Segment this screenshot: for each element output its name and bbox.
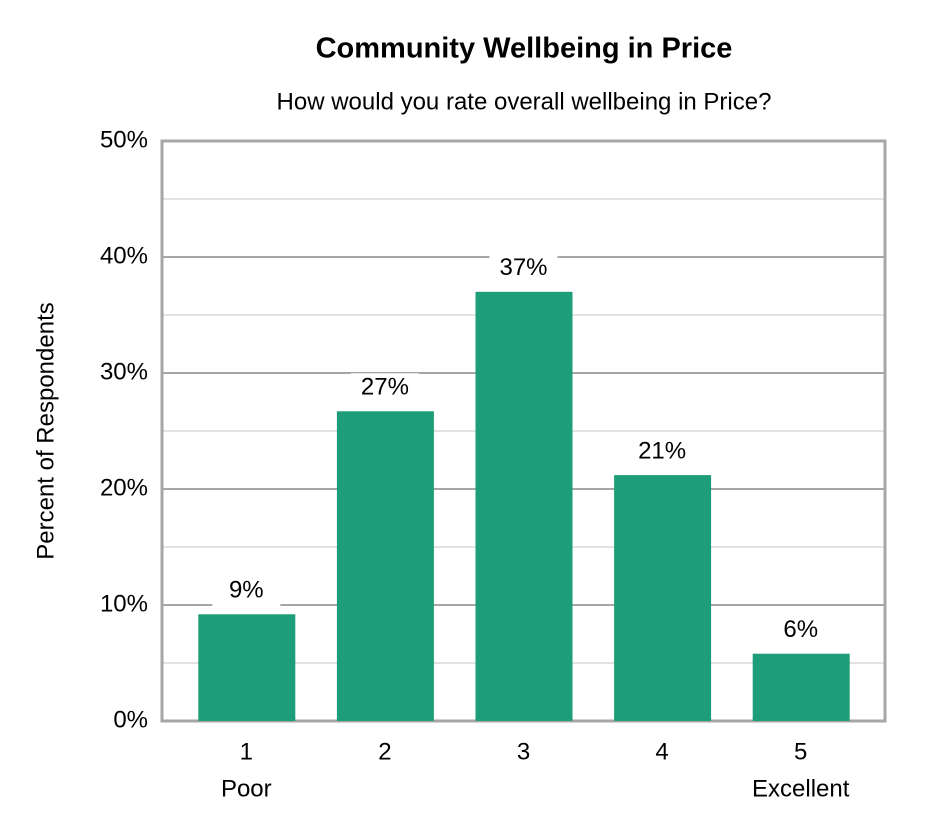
y-tick-label: 30%: [100, 358, 148, 385]
x-tick-label: 3: [517, 738, 530, 765]
bar: [475, 291, 573, 721]
value-label-bg: [766, 615, 835, 646]
value-label-bg: [212, 576, 281, 607]
value-label-bg: [628, 437, 697, 468]
x-tick-label: 4: [655, 738, 668, 765]
y-tick-label: 20%: [100, 474, 148, 501]
x-tick-label: 1: [240, 738, 253, 765]
y-tick-label: 50%: [100, 126, 148, 153]
x-tick-label: 2: [378, 738, 391, 765]
x-tick-label: 5: [794, 738, 807, 765]
value-label-bg: [350, 373, 419, 404]
chart-title: Community Wellbeing in Price: [316, 33, 733, 65]
y-tick-label: 0%: [113, 706, 148, 733]
x-tick-sublabel: Poor: [221, 775, 272, 802]
x-tick-sublabel: Excellent: [752, 775, 850, 802]
value-label: 21%: [638, 437, 686, 464]
bar: [198, 614, 296, 721]
y-axis-label: Percent of Respondents: [32, 302, 59, 560]
value-label: 37%: [499, 254, 547, 281]
bar: [752, 653, 850, 721]
bar: [336, 411, 434, 721]
y-tick-label: 40%: [100, 242, 148, 269]
value-label: 27%: [361, 374, 409, 401]
value-label: 9%: [229, 577, 264, 604]
value-label-bg: [489, 253, 558, 284]
value-label: 6%: [783, 616, 818, 643]
y-tick-label: 10%: [100, 590, 148, 617]
bar: [614, 475, 712, 721]
chart-subtitle: How would you rate overall wellbeing in …: [277, 88, 772, 115]
